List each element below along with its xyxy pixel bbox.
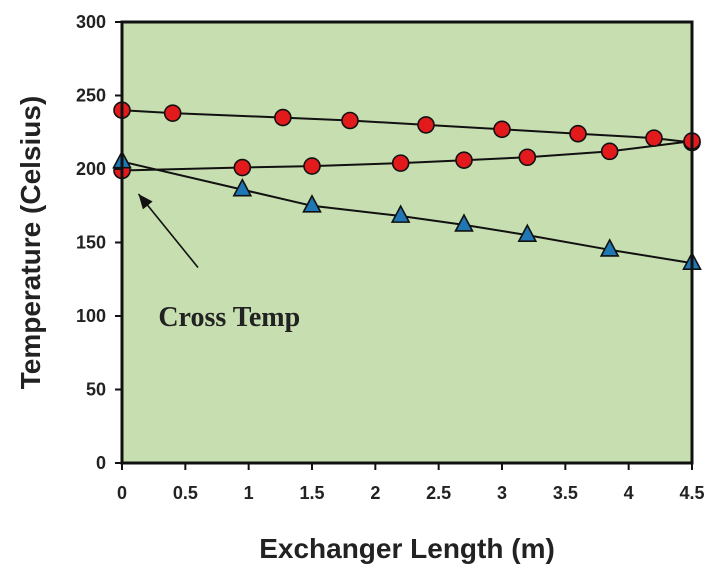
- data-point: [233, 158, 252, 177]
- data-point: [493, 120, 511, 139]
- x-tick-label: 2: [370, 483, 380, 503]
- data-point: [303, 157, 321, 175]
- data-point: [232, 177, 253, 197]
- y-tick-label: 250: [76, 86, 106, 106]
- data-point: [455, 151, 473, 169]
- x-tick-label: 1.5: [299, 483, 324, 503]
- annotation-arrowhead: [138, 193, 153, 210]
- y-tick-label: 100: [76, 306, 106, 326]
- x-tick-label: 0.5: [173, 483, 198, 503]
- series-line-2: [121, 140, 693, 172]
- data-point: [517, 223, 538, 243]
- x-tick-label: 2.5: [426, 483, 451, 503]
- data-point: [417, 116, 435, 134]
- annotations: Cross Temp: [137, 193, 300, 333]
- plot-area: [122, 22, 692, 463]
- data-point: [600, 142, 619, 161]
- data-point: [163, 104, 182, 122]
- annotation-arrow: [137, 193, 199, 268]
- series-layer: [112, 101, 702, 270]
- series-line-3: [121, 160, 693, 265]
- data-point: [390, 204, 411, 223]
- annotation-label: Cross Temp: [158, 302, 300, 333]
- data-point: [302, 194, 322, 213]
- y-axis-title: Temperature (Celsius): [15, 96, 46, 390]
- x-tick-label: 3: [497, 483, 507, 503]
- x-tick-label: 4.5: [679, 483, 704, 503]
- data-point: [274, 108, 292, 127]
- y-tick-label: 300: [76, 12, 106, 32]
- x-tick-label: 4: [624, 483, 634, 503]
- data-point: [569, 124, 587, 143]
- data-point: [645, 129, 663, 147]
- x-tick-label: 3.5: [553, 483, 578, 503]
- axes: 0 0.5 1 1.5 2 2.5 3 3.5 4 4.5 0 50 100 150 200 250 300: [76, 12, 705, 503]
- x-axis-title: Exchanger Length (m): [259, 533, 555, 564]
- y-tick-label: 0: [96, 453, 106, 473]
- y-tick-label: 200: [76, 159, 106, 179]
- data-point: [454, 213, 474, 232]
- data-point: [341, 111, 359, 130]
- y-tick-label: 50: [86, 380, 106, 400]
- x-tick-label: 0: [117, 483, 127, 503]
- data-point: [599, 238, 620, 257]
- data-point: [391, 154, 410, 172]
- data-point: [518, 148, 537, 167]
- y-tick-label: 150: [76, 233, 106, 253]
- x-tick-label: 1: [244, 483, 254, 503]
